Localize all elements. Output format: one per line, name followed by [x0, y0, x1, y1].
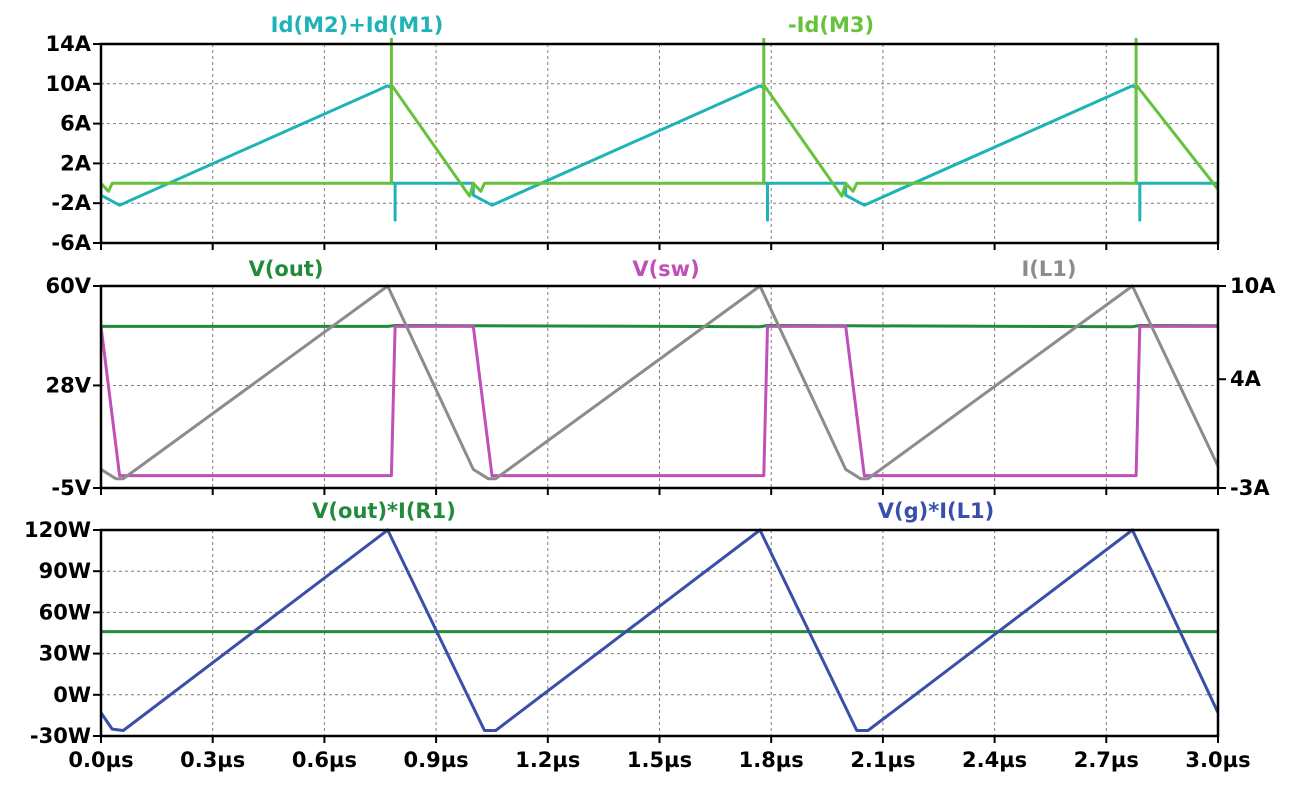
- series-label-i-l1: I(L1): [1021, 257, 1076, 281]
- y-tick-label: 30W: [39, 642, 91, 666]
- series-line-v-sw: [101, 324, 1218, 478]
- traces-layer: [101, 38, 1218, 732]
- x-tick-label: 1.5µs: [627, 748, 692, 772]
- y-tick-label: 60W: [39, 600, 91, 624]
- y-tick-label: 0W: [53, 683, 91, 707]
- y2-tick-label: -3A: [1230, 476, 1270, 500]
- y-tick-label: -30W: [30, 724, 91, 748]
- series-label-v-out: V(out): [249, 257, 324, 281]
- y-tick-label: 60V: [46, 274, 92, 298]
- x-tick-label: 2.4µs: [962, 748, 1027, 772]
- series-label-id-m2-id-m1: Id(M2)+Id(M1): [271, 13, 444, 37]
- labels-layer: 14A 10A 6A 2A -2A -6A Id(M2)+Id(M1) -Id(M3) 60V 2…: [24, 13, 1276, 772]
- y-tick-label: 10A: [46, 72, 92, 96]
- y-tick-label: 2A: [60, 151, 92, 175]
- series-label-v-g-i-l1: V(g)*I(L1): [878, 499, 994, 523]
- y-tick-label: 90W: [39, 559, 91, 583]
- x-tick-label: 0.9µs: [404, 748, 469, 772]
- x-tick-label: 0.0µs: [68, 748, 133, 772]
- y-tick-label: 28V: [46, 373, 92, 397]
- plot-frame: [99, 284, 1220, 490]
- plot-frame: [99, 528, 1220, 738]
- series-label-v-out-i-r1: V(out)*I(R1): [312, 499, 456, 523]
- y2-tick-label: 4A: [1230, 367, 1262, 391]
- series-line-i-l1: [101, 284, 1218, 481]
- series-line-id-m3: [101, 38, 1218, 198]
- frames-layer: [93, 42, 1226, 743]
- y2-tick-label: 10A: [1230, 274, 1276, 298]
- y-tick-label: 120W: [24, 518, 91, 542]
- y-tick-label: 6A: [60, 112, 92, 136]
- y-tick-label: -6A: [51, 231, 91, 255]
- y-tick-label: -5V: [51, 476, 91, 500]
- x-tick-label: 2.1µs: [850, 748, 915, 772]
- series-line-v-out: [101, 324, 1218, 329]
- y-tick-label: -2A: [51, 191, 91, 215]
- series-label-v-sw: V(sw): [632, 257, 699, 281]
- x-tick-label: 1.8µs: [739, 748, 804, 772]
- x-tick-label: 1.2µs: [515, 748, 580, 772]
- x-tick-label: 2.7µs: [1074, 748, 1139, 772]
- y-tick-label: 14A: [46, 32, 92, 56]
- x-tick-label: 3.0µs: [1185, 748, 1250, 772]
- x-tick-label: 0.6µs: [292, 748, 357, 772]
- series-label-id-m3: -Id(M3): [788, 13, 874, 37]
- x-tick-label: 0.3µs: [180, 748, 245, 772]
- plot-frame: [99, 42, 1220, 245]
- series-line-v-g-i-l1: [101, 528, 1218, 732]
